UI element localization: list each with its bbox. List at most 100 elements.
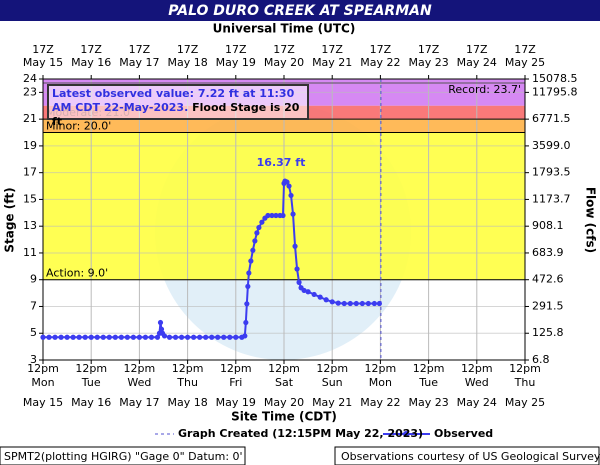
data-point	[329, 299, 335, 305]
footer-box	[334, 446, 600, 465]
x2-tick-label: May 20	[264, 56, 304, 69]
latest-box: Latest observed value: 7.22 ft at 11:30 …	[47, 84, 309, 128]
data-point	[311, 291, 317, 298]
flood-stage-text: Flood Stage is 20 ft	[52, 101, 300, 128]
data-point	[244, 301, 250, 307]
x-tick-label: Tue	[81, 376, 101, 389]
x2-tick-label: 17Z	[321, 43, 343, 56]
legend-label: Observed	[434, 427, 493, 440]
data-point	[296, 279, 302, 285]
x-tick-label: May 17	[119, 396, 159, 409]
x-tick-label: 12pm	[268, 362, 300, 375]
x2-tick-label: May 23	[408, 56, 448, 69]
y-tick-label: 17	[23, 166, 37, 179]
footer-left: SPMT2(plotting HGIRG) "Gage 0" Datum: 0'	[4, 450, 243, 463]
data-point	[82, 334, 88, 340]
y-tick-label: 13	[23, 219, 37, 232]
footer-box	[0, 446, 246, 465]
data-point	[64, 334, 70, 340]
x-tick-label: 12pm	[365, 362, 397, 375]
data-point	[335, 300, 341, 306]
data-point	[157, 319, 164, 326]
data-point	[301, 287, 307, 294]
top-axis-title: Universal Time (UTC)	[213, 22, 356, 36]
data-point	[209, 334, 215, 340]
x-tick-label: Tue	[418, 376, 438, 389]
x-tick-label: 12pm	[413, 362, 445, 375]
data-point	[94, 334, 100, 340]
data-point	[215, 334, 221, 340]
x2-tick-label: 17Z	[514, 43, 536, 56]
x-tick-label: Sun	[322, 376, 343, 389]
x2-tick-label: 17Z	[177, 43, 199, 56]
legend-marker	[403, 431, 409, 437]
data-point	[341, 300, 347, 307]
x-tick-label: May 15	[23, 396, 63, 409]
y-axis-title: Stage (ft)	[3, 187, 17, 252]
y2-tick-label: 683.9	[532, 246, 564, 259]
x2-tick-label: 17Z	[80, 43, 102, 56]
x-tick-label: May 19	[216, 396, 256, 409]
x2-tick-label: 17Z	[273, 43, 295, 56]
data-point	[172, 334, 179, 340]
data-point	[76, 334, 82, 340]
data-point	[317, 294, 323, 300]
flood-level-label: Action: 9.0'	[46, 267, 108, 280]
data-point	[166, 334, 173, 340]
x-tick-label: 12pm	[172, 362, 204, 375]
x2-tick-label: 17Z	[225, 43, 247, 56]
data-point	[221, 334, 227, 340]
data-point	[323, 297, 329, 303]
data-point	[154, 334, 161, 340]
data-point	[203, 334, 209, 340]
x-tick-label: Fri	[229, 376, 242, 389]
y2-tick-label: 6771.5	[532, 112, 571, 125]
y-tick-label: 19	[23, 139, 37, 152]
y-tick-label: 21	[23, 112, 37, 125]
y2-tick-label: 1173.7	[532, 192, 571, 205]
x2-tick-label: May 15	[23, 56, 63, 69]
data-point	[290, 211, 296, 217]
data-point	[185, 334, 191, 340]
data-point	[248, 258, 254, 264]
x-tick-label: May 18	[167, 396, 207, 409]
y2-axis-title: Flow (cfs)	[584, 187, 598, 253]
data-point	[233, 334, 239, 340]
x-tick-label: May 22	[360, 396, 400, 409]
x2-tick-label: 17Z	[32, 43, 54, 56]
x-tick-label: May 24	[457, 396, 497, 409]
data-point	[305, 289, 311, 295]
data-point	[124, 334, 130, 340]
data-point	[259, 219, 265, 225]
data-point	[245, 283, 251, 290]
x-tick-label: Thu	[514, 376, 536, 389]
y-tick-label: 5	[30, 326, 37, 339]
y-tick-label: 7	[30, 299, 37, 312]
data-point	[100, 334, 106, 340]
data-point	[280, 212, 286, 219]
x-tick-label: May 21	[312, 396, 352, 409]
data-point	[70, 334, 76, 340]
data-point	[294, 266, 300, 272]
x-axis-title: Site Time (CDT)	[231, 410, 337, 424]
data-point	[197, 334, 203, 340]
data-point	[265, 212, 271, 219]
x2-tick-label: 17Z	[370, 43, 392, 56]
x-tick-label: Mon	[31, 376, 54, 389]
y2-tick-label: 472.6	[532, 273, 564, 286]
legend-label: Graph Created (12:15PM May 22, 2023)	[178, 427, 423, 440]
data-point	[288, 192, 294, 199]
x-tick-label: 12pm	[124, 362, 156, 375]
data-point	[250, 247, 256, 253]
x2-tick-label: 17Z	[466, 43, 488, 56]
y2-tick-label: 291.5	[532, 299, 564, 312]
y2-tick-label: 1793.5	[532, 166, 571, 179]
x2-tick-label: May 16	[71, 56, 111, 69]
footer-right: Observations courtesy of US Geological S…	[341, 450, 600, 463]
x-tick-label: 12pm	[75, 362, 107, 375]
data-point	[347, 300, 353, 307]
data-point	[256, 224, 262, 231]
y-tick-label: 23	[23, 85, 37, 98]
data-point	[286, 183, 292, 189]
